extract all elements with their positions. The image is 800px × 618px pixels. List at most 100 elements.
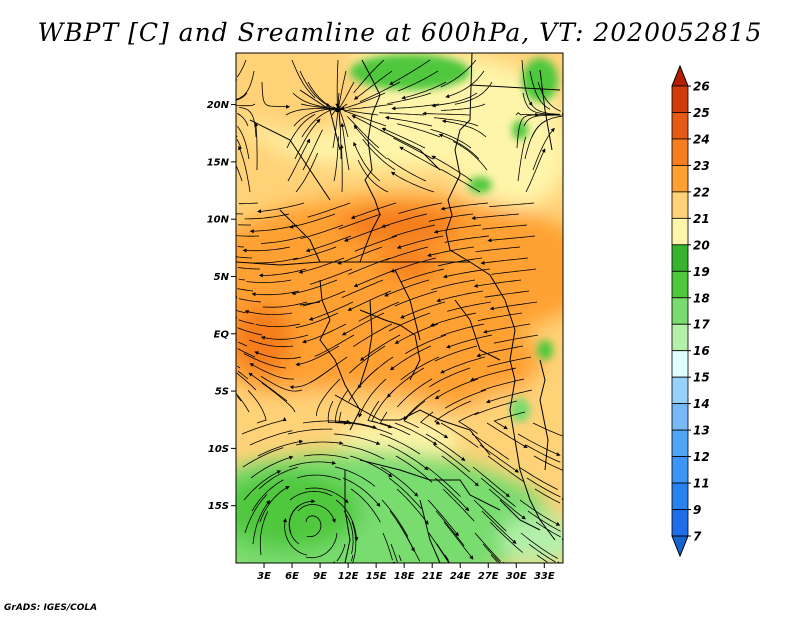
streamline xyxy=(241,419,285,435)
streamline xyxy=(309,268,353,285)
streamline xyxy=(518,466,558,490)
streamline xyxy=(397,323,439,343)
streamline xyxy=(472,466,508,496)
streamline xyxy=(305,515,322,538)
streamline xyxy=(333,433,378,444)
streamline xyxy=(339,246,383,264)
streamline-arrow xyxy=(461,457,466,461)
streamline-arrow xyxy=(422,111,427,116)
streamline-arrow xyxy=(449,564,453,568)
streamline xyxy=(474,532,501,562)
streamline-arrow xyxy=(249,363,254,367)
colorbar-label: 9 xyxy=(693,503,701,517)
streamline-arrow xyxy=(389,81,394,85)
latitude-axis: 20N 15N 10N 5N EQ 5S 10S 15S xyxy=(207,100,236,512)
lat-tick-label: 10N xyxy=(207,215,230,226)
streamline-arrow xyxy=(555,522,561,526)
streamline xyxy=(297,503,335,521)
streamline xyxy=(535,521,561,538)
lon-tick-label: 24E xyxy=(450,571,471,582)
streamline xyxy=(251,479,284,512)
streamline xyxy=(440,59,477,88)
streamline xyxy=(341,444,385,460)
colorbar-label: 20 xyxy=(693,238,710,252)
streamline-arrow xyxy=(470,377,475,382)
streamline xyxy=(237,370,249,380)
streamline xyxy=(236,395,242,402)
streamline xyxy=(237,267,260,270)
streamline-arrow xyxy=(400,314,405,319)
streamline xyxy=(482,224,528,230)
streamline xyxy=(532,129,554,171)
streamline xyxy=(444,389,487,409)
streamline xyxy=(380,466,417,495)
streamline xyxy=(480,378,525,392)
streamline-arrow xyxy=(254,122,258,127)
streamline-arrow xyxy=(564,113,568,117)
streamline xyxy=(396,488,428,523)
streamline xyxy=(391,59,431,84)
streamline xyxy=(393,173,435,193)
streamline-arrow xyxy=(483,329,488,334)
streamline xyxy=(341,279,384,298)
streamline xyxy=(305,532,338,559)
streamline-arrow xyxy=(249,229,254,234)
streamline xyxy=(362,139,396,171)
streamline-arrow xyxy=(445,94,450,98)
streamline-arrow xyxy=(316,118,321,124)
streamline xyxy=(472,367,517,381)
streamline xyxy=(249,430,293,446)
lon-tick-label: 33E xyxy=(534,571,555,582)
streamline xyxy=(442,356,486,373)
streamline xyxy=(443,202,489,210)
streamline xyxy=(237,246,245,248)
streamline xyxy=(526,477,561,498)
streamline xyxy=(489,521,523,553)
colorbar-segment xyxy=(671,217,689,246)
streamline xyxy=(397,123,441,138)
streamline xyxy=(384,128,426,149)
streamline xyxy=(342,477,379,505)
streamline-arrow xyxy=(230,234,234,238)
streamline-arrow xyxy=(424,466,429,471)
streamline xyxy=(260,202,305,212)
colorbar-label: 26 xyxy=(693,80,710,94)
streamline-arrow xyxy=(427,253,432,257)
streamline xyxy=(300,224,344,240)
streamline-arrow xyxy=(505,493,510,498)
streamline xyxy=(392,345,432,369)
streamline xyxy=(488,389,533,402)
streamline xyxy=(516,114,537,149)
streamline-arrow xyxy=(469,555,474,560)
streamline-arrow xyxy=(474,482,479,487)
lon-tick-label: 12E xyxy=(338,571,359,582)
streamline-arrow xyxy=(353,95,359,100)
streamline xyxy=(400,268,445,283)
streamline xyxy=(336,108,379,116)
streamline xyxy=(398,554,402,562)
colorbar-segment xyxy=(671,244,689,272)
streamline xyxy=(442,488,475,522)
streamline xyxy=(238,341,248,347)
colorbar: 26 25 24 23 22 21 20 19 18 17 16 15 14 13 12 11 9 7 xyxy=(671,64,710,558)
streamline xyxy=(261,81,288,108)
streamline xyxy=(428,532,449,563)
streamline xyxy=(405,334,447,354)
streamline xyxy=(397,70,439,92)
streamline-arrow xyxy=(388,473,393,478)
streamline xyxy=(254,290,300,296)
streamline xyxy=(493,334,539,344)
streamline xyxy=(236,103,256,107)
streamline xyxy=(353,202,397,218)
streamline xyxy=(435,510,465,547)
streamline xyxy=(350,488,381,523)
streamline xyxy=(532,422,563,437)
colorbar-label: 25 xyxy=(693,106,710,120)
streamline xyxy=(301,257,345,273)
streamline-arrow xyxy=(541,148,546,153)
streamline xyxy=(484,290,530,298)
streamline xyxy=(517,136,527,182)
streamline xyxy=(444,235,490,243)
streamline-arrow xyxy=(251,292,256,297)
